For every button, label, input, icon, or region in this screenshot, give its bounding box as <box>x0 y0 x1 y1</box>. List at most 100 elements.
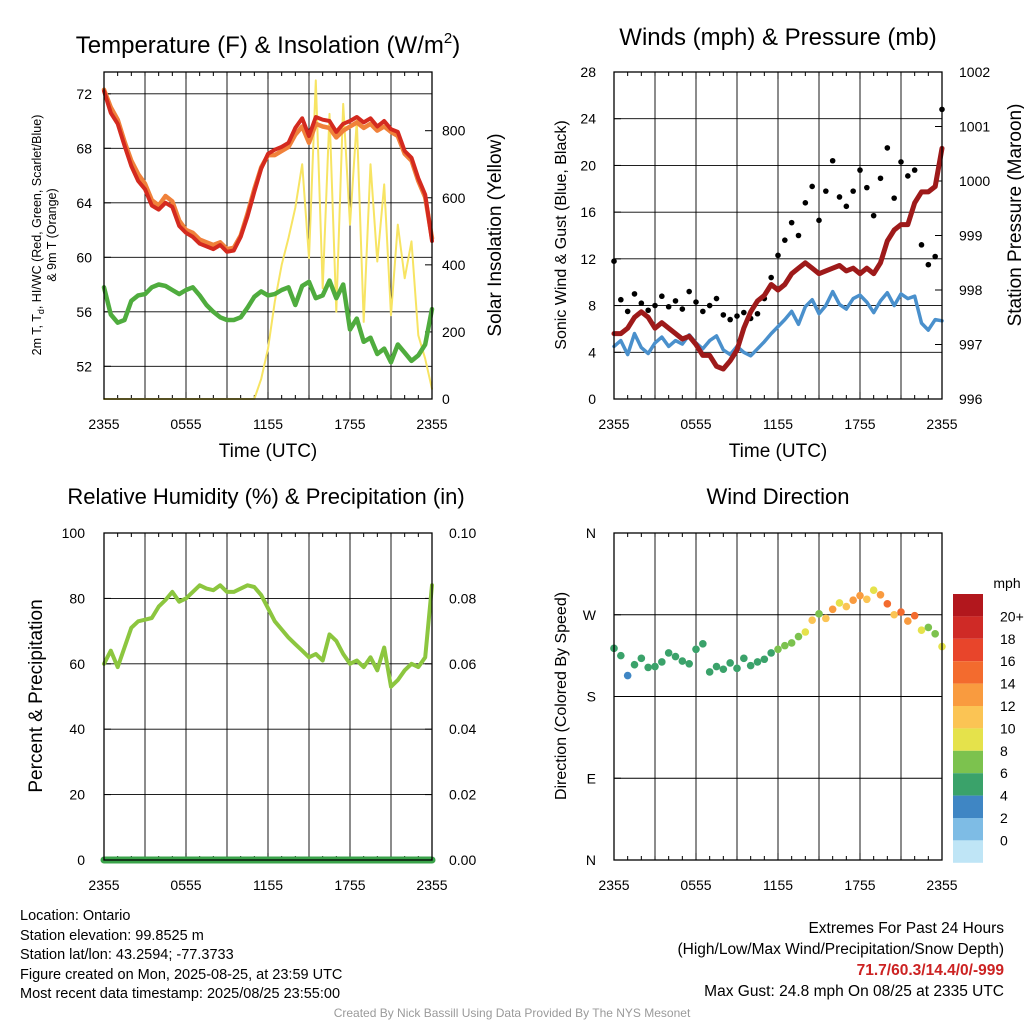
wind-direction-point <box>815 610 823 618</box>
wind-direction-point <box>890 610 898 619</box>
wind-direction-point <box>705 668 714 676</box>
gust-point <box>911 167 918 173</box>
extremes-info: Extremes For Past 24 Hours (High/Low/Max… <box>678 918 1005 1002</box>
wind-direction-point <box>658 658 666 666</box>
y-tick-label: 100 <box>62 525 86 541</box>
y-right-tick-label: 0.06 <box>449 656 476 672</box>
colorbar-tick-label: 8 <box>1000 743 1008 759</box>
recent-data-text: Most recent data timestamp: 2025/08/25 2… <box>20 986 341 1002</box>
location-text: Location: Ontario <box>20 908 131 924</box>
x-tick-label: 2355 <box>416 416 447 432</box>
wind-direction-point <box>692 645 700 654</box>
colorbar-tick-label: 12 <box>1000 698 1016 714</box>
gust-point <box>672 298 679 304</box>
gust-point <box>618 296 624 303</box>
gust-point <box>713 295 720 302</box>
wind-direction-point <box>931 630 939 638</box>
gust-point <box>857 167 863 173</box>
y-tick-label: 80 <box>69 590 85 606</box>
gust-point <box>706 302 713 309</box>
y-tick-label: 64 <box>76 195 92 211</box>
chart-title: Winds (mph) & Pressure (mb) <box>619 24 936 51</box>
wind-direction-point <box>753 658 762 666</box>
wind-direction-point <box>664 649 673 657</box>
wind-direction-point <box>678 657 687 665</box>
colorbar-swatch <box>953 795 983 818</box>
latlon-text: Station lat/lon: 43.2594; -77.3733 <box>20 947 234 963</box>
colorbar-tick-label: 2 <box>1000 810 1008 826</box>
x-tick-label: 0555 <box>170 416 201 432</box>
gust-point <box>686 288 692 295</box>
credit-text: Created By Nick Bassill Using Data Provi… <box>333 1006 691 1020</box>
gust-point <box>734 313 740 319</box>
gust-point <box>638 300 645 307</box>
wind-direction-point <box>760 655 769 664</box>
y-tick-label: 20 <box>69 787 85 803</box>
x-tick-label: 2355 <box>598 416 629 432</box>
wind-direction-point <box>623 671 632 680</box>
series-station-pressure <box>611 145 945 372</box>
wind-direction-point <box>897 608 905 616</box>
gust-point <box>870 212 877 219</box>
x-tick-label: 1755 <box>334 877 365 893</box>
wind-direction-point <box>787 639 796 647</box>
colorbar-tick-label: 10 <box>1000 720 1016 736</box>
gust-point <box>823 188 829 194</box>
wind-direction-point <box>740 654 748 663</box>
wind-direction-point <box>835 599 844 607</box>
colorbar-tick-label: 6 <box>1000 765 1008 781</box>
x-tick-label: 1155 <box>253 877 283 893</box>
series-sonic-wind <box>612 289 944 358</box>
gust-point <box>795 232 802 239</box>
gust-point <box>905 173 911 179</box>
y-axis-label: Direction (Colored By Speed) <box>553 592 570 800</box>
y-right-axis-label: Station Pressure (Maroon) <box>1005 104 1024 327</box>
y-tick-label: N <box>586 525 596 541</box>
gust-point <box>843 203 850 210</box>
wind-direction-point <box>794 632 803 641</box>
wind-direction-point <box>856 591 864 600</box>
gust-point <box>802 200 809 206</box>
plot-border <box>103 71 433 400</box>
plot-border <box>613 532 943 861</box>
elevation-text: Station elevation: 99.8525 m <box>20 927 204 944</box>
wind-direction-point <box>617 651 625 660</box>
colorbar-swatch <box>953 818 983 841</box>
x-tick-label: 1755 <box>844 877 875 893</box>
gust-point <box>891 195 897 201</box>
y-right-tick-label: 0.00 <box>449 852 476 868</box>
x-tick-label: 2355 <box>88 416 119 432</box>
winds-panel: 0 4 8 12 16 20 24 28 996 997 998 999 1000 1001 1002 235… <box>553 24 1024 462</box>
wind-direction-point <box>828 605 837 614</box>
y-tick-label: 68 <box>76 140 92 156</box>
wind-direction-point <box>822 614 830 623</box>
y-tick-label: E <box>587 770 596 786</box>
y-tick-label: 0 <box>588 391 596 407</box>
gust-point <box>884 145 891 151</box>
x-tick-label: 1155 <box>763 877 793 893</box>
humidity-panel: 0 20 40 60 80 100 0.00 0.02 0.04 0.06 0.08 0.10 2355… <box>26 484 476 893</box>
extremes-values: 71.7/60.3/14.4/0/-999 <box>856 962 1004 979</box>
y-axis-label-line2: & 9m T (Orange) <box>45 188 59 281</box>
wind-direction-point <box>781 641 789 650</box>
y-tick-label: 72 <box>76 86 92 102</box>
colorbar: mph 20+ 18 16 14 12 10 8 6 4 2 0 <box>953 575 1024 863</box>
y-right-axis-label: Solar Insolation (Yellow) <box>485 133 506 336</box>
x-tick-label: 1755 <box>844 416 875 432</box>
series-2m-temperature <box>102 89 434 254</box>
gust-point <box>918 242 925 248</box>
gust-point <box>727 316 733 323</box>
chart-title: Relative Humidity (%) & Precipitation (i… <box>67 484 464 509</box>
y-right-tick-label: 997 <box>959 337 983 353</box>
colorbar-swatch <box>953 616 983 639</box>
gust-point <box>816 217 822 224</box>
wind-direction-point <box>917 626 926 634</box>
wind-direction-point <box>767 649 775 657</box>
y-tick-label: 60 <box>69 656 85 672</box>
gust-point <box>788 219 795 226</box>
wind-direction-point <box>630 660 639 669</box>
x-tick-label: 2355 <box>926 416 957 432</box>
y-tick-label: S <box>587 689 596 705</box>
colorbar-tick-label: 18 <box>1000 631 1016 647</box>
x-tick-label: 2355 <box>88 877 119 893</box>
